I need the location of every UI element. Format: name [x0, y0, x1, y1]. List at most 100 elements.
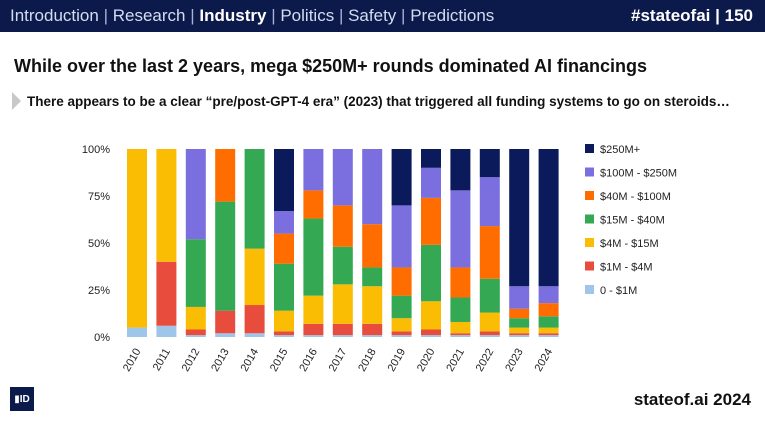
legend-label: $15M - $40M	[600, 215, 665, 227]
bar-segment	[244, 149, 265, 249]
footer-site: stateof.ai 2024	[633, 390, 751, 409]
page-number: 150	[724, 6, 753, 25]
bar-segment	[479, 335, 500, 337]
x-tick-label: 2010	[121, 347, 144, 374]
bar-segment	[538, 303, 559, 317]
bar-segment	[479, 278, 500, 313]
bar-segment	[509, 327, 530, 334]
bar-segment	[156, 261, 177, 326]
nav-separator: |	[338, 6, 344, 25]
bar-segment	[509, 333, 530, 336]
bar-segment	[303, 190, 324, 219]
legend-swatch	[585, 191, 594, 200]
bar-segment	[391, 267, 412, 296]
nav-separator: |	[190, 6, 195, 25]
bar-segment	[450, 190, 471, 268]
subtitle-text: There appears to be a clear “pre/post-GP…	[27, 93, 730, 109]
bar-segment	[274, 149, 294, 212]
nav-research[interactable]: Research	[112, 6, 186, 25]
bar-segment	[244, 305, 265, 334]
bar-segment	[362, 267, 383, 287]
bar-segment	[274, 331, 294, 336]
bar-segment	[185, 306, 206, 330]
bar-segment	[156, 149, 177, 262]
bar-segment	[185, 329, 206, 336]
bar-segment	[391, 205, 412, 268]
bar-segment	[421, 197, 441, 245]
bar-segment	[421, 167, 441, 198]
bar-segment	[421, 244, 441, 302]
x-tick-label: 2015	[268, 347, 291, 374]
bar-segment	[274, 233, 294, 264]
bar-segment	[332, 284, 353, 324]
bar-segment	[303, 335, 324, 337]
x-tick-label: 2013	[209, 347, 232, 374]
nav-politics[interactable]: Politics	[280, 6, 335, 25]
bar-segment	[332, 149, 353, 206]
bar-segment	[421, 149, 441, 168]
bar-segment	[215, 333, 236, 337]
bullet-triangle-icon	[12, 92, 21, 110]
bar-segment	[421, 329, 441, 336]
bar-segment	[332, 323, 353, 336]
funding-stacked-bar-chart: 0% 25% 50% 75% 100% 2010 2011 2012 2013 2014 2015 2…	[82, 144, 677, 374]
bar-segment	[274, 263, 294, 311]
bar-segment	[362, 224, 383, 268]
page-divider: |	[715, 6, 720, 25]
x-tick-label: 2011	[151, 347, 173, 373]
bar-segment	[479, 226, 500, 279]
legend-label: $40M - $100M	[600, 191, 671, 203]
x-tick-label: 2024	[533, 347, 556, 374]
bar-segment	[450, 335, 471, 337]
bar-segment	[332, 205, 353, 247]
bar-segment	[362, 335, 383, 337]
bar-segment	[479, 312, 500, 332]
nav-industry[interactable]: Industry	[199, 6, 267, 25]
y-tick-label: 75%	[88, 191, 110, 203]
legend-label: $1M - $4M	[600, 262, 653, 274]
x-tick-label: 2018	[356, 347, 379, 374]
bar-segment	[509, 335, 530, 337]
bar-segment	[303, 295, 324, 324]
nav-separator: |	[271, 6, 276, 25]
bar-segment	[538, 335, 559, 337]
bar-segment	[362, 323, 383, 336]
bar-segment	[450, 149, 471, 191]
slide-title: While over the last 2 years, mega $250M+…	[14, 56, 648, 76]
bar-segment	[274, 335, 294, 337]
legend-label: $4M - $15M	[600, 238, 659, 250]
bar-segment	[450, 297, 471, 322]
bar-segment	[303, 218, 324, 296]
bar-segment	[391, 331, 412, 336]
bar-segment	[185, 149, 206, 240]
nav-safety[interactable]: Safety	[348, 6, 397, 25]
legend-label: $250M+	[600, 144, 640, 156]
bar-segment	[391, 149, 412, 206]
x-tick-label: 2019	[386, 347, 409, 374]
bar-segment	[450, 333, 471, 336]
bar-segment	[156, 325, 177, 337]
bar-segment	[332, 246, 353, 285]
bar-segment	[215, 310, 236, 334]
y-tick-label: 100%	[82, 144, 110, 156]
bar-segment	[479, 149, 500, 178]
bar-segment	[538, 333, 559, 336]
legend-swatch	[585, 285, 594, 294]
nav-introduction[interactable]: Introduction	[10, 6, 99, 25]
bar-segment	[244, 333, 265, 337]
legend-label: 0 - $1M	[600, 285, 637, 297]
nav-separator: |	[401, 6, 406, 25]
bar-segment	[127, 149, 147, 328]
y-tick-label: 25%	[88, 285, 110, 297]
nav-predictions[interactable]: Predictions	[410, 6, 495, 25]
bar-segment	[391, 335, 412, 337]
bar-segment	[303, 149, 324, 191]
bar-segment	[127, 327, 147, 337]
bar-segment	[450, 321, 471, 334]
hashtag: #stateofai	[631, 6, 711, 25]
bar-segment	[421, 301, 441, 330]
bar-segment	[479, 331, 500, 336]
bar-segment	[421, 335, 441, 337]
x-tick-label: 2021	[444, 347, 467, 374]
bar-segment	[215, 201, 236, 311]
